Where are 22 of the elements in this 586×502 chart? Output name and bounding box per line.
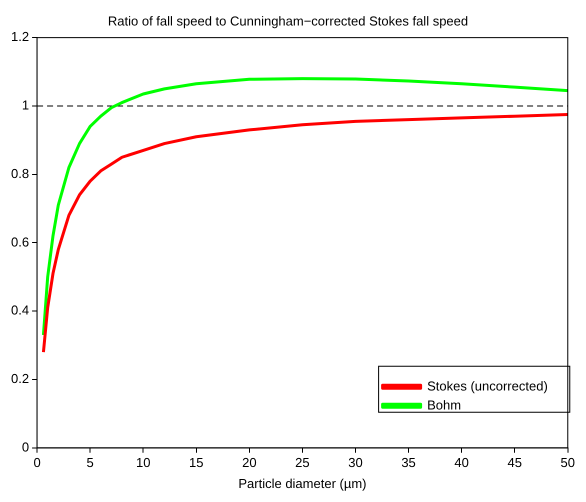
- x-tick-label: 50: [560, 455, 576, 470]
- y-tick-label: 1.2: [10, 29, 30, 44]
- x-axis-title: Particle diameter (µm): [238, 476, 366, 491]
- x-tick-label: 10: [136, 455, 150, 470]
- x-tick-label: 25: [295, 455, 310, 470]
- x-tick-label: 45: [507, 455, 522, 470]
- legend-label: Bohm: [427, 397, 462, 412]
- x-tick-label: 0: [33, 455, 41, 470]
- y-tick-label: 0.6: [10, 234, 30, 250]
- y-tick-label: 0.2: [10, 371, 30, 386]
- y-tick-label: 0.8: [10, 166, 30, 181]
- chart-title: Ratio of fall speed to Cunningham−corrected Stokes fall speed: [108, 13, 468, 28]
- y-tick-label: 0: [22, 439, 30, 454]
- x-tick-label: 35: [401, 455, 416, 470]
- x-tick-label: 40: [454, 455, 469, 470]
- y-tick-label: 1: [22, 98, 30, 113]
- x-tick-label: 30: [348, 455, 363, 470]
- x-tick-label: 20: [242, 455, 257, 470]
- x-tick-label: 15: [189, 455, 204, 470]
- legend-label: Stokes (uncorrected): [427, 378, 548, 394]
- y-tick-label: 0.4: [10, 302, 30, 318]
- x-tick-label: 5: [86, 455, 94, 470]
